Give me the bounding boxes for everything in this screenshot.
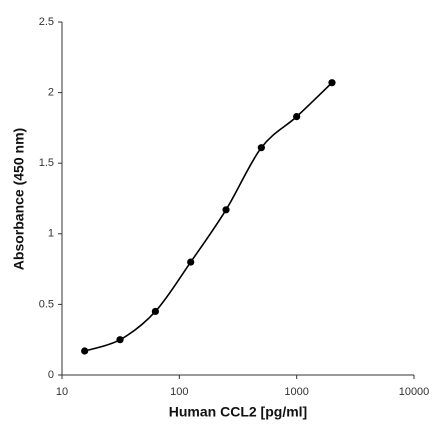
y-tick-label: 0 (48, 369, 54, 381)
y-tick-label: 2 (48, 87, 54, 99)
data-point (328, 79, 336, 87)
data-point (116, 336, 124, 344)
data-point (187, 258, 195, 266)
x-tick-label: 10 (56, 386, 68, 398)
x-tick-label: 10000 (399, 386, 430, 398)
x-tick-label: 100 (170, 386, 188, 398)
x-tick-label: 1000 (284, 386, 308, 398)
data-point (151, 307, 159, 316)
data-point (222, 206, 230, 214)
data-point (257, 144, 265, 152)
y-axis-title: Absorbance (450 nm) (11, 128, 27, 270)
y-tick-label: 0.5 (39, 298, 54, 310)
y-tick-label: 1 (48, 228, 54, 240)
x-axis-title: Human CCL2 [pg/ml] (169, 404, 307, 420)
curve (84, 82, 333, 352)
data-point (293, 113, 301, 121)
y-tick-label: 2.5 (39, 16, 54, 28)
y-tick-label: 1.5 (39, 157, 54, 169)
data-point (81, 347, 89, 355)
